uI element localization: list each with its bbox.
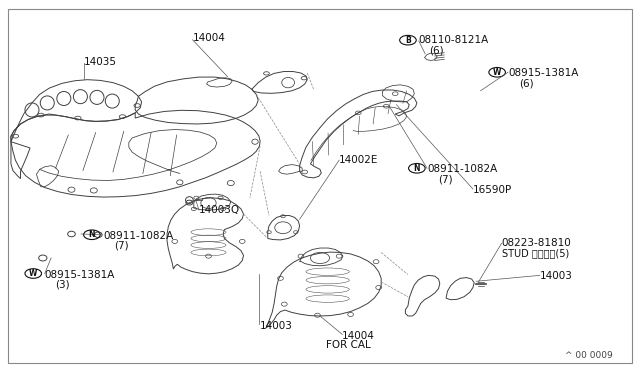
Text: 08223-81810: 08223-81810 xyxy=(502,238,572,248)
Text: (7): (7) xyxy=(114,241,129,251)
Text: FOR CAL: FOR CAL xyxy=(326,340,371,350)
Text: 08915-1381A: 08915-1381A xyxy=(508,68,579,78)
Text: W: W xyxy=(29,269,37,278)
Text: 16590P: 16590P xyxy=(473,185,512,195)
Text: 14004: 14004 xyxy=(342,331,375,340)
Text: (6): (6) xyxy=(519,78,533,89)
Text: 08110-8121A: 08110-8121A xyxy=(419,35,489,45)
Text: (3): (3) xyxy=(56,280,70,289)
Text: 14004: 14004 xyxy=(193,33,225,43)
Text: 08911-1082A: 08911-1082A xyxy=(427,164,497,174)
Text: STUD スタッド(5): STUD スタッド(5) xyxy=(502,248,569,258)
Text: N: N xyxy=(413,164,420,173)
Text: W: W xyxy=(493,68,501,77)
Text: (6): (6) xyxy=(429,45,444,55)
Text: 14035: 14035 xyxy=(84,57,117,67)
Text: (7): (7) xyxy=(438,174,452,185)
Text: 14002E: 14002E xyxy=(339,155,378,165)
Text: 08915-1381A: 08915-1381A xyxy=(45,270,115,280)
Text: ^ 00 0009: ^ 00 0009 xyxy=(565,350,613,359)
Text: 08911-1082A: 08911-1082A xyxy=(103,231,173,241)
Text: N: N xyxy=(88,230,95,239)
Text: B: B xyxy=(405,36,411,45)
Text: 14003Q: 14003Q xyxy=(199,205,240,215)
Text: 14003: 14003 xyxy=(259,321,292,331)
Text: 14003: 14003 xyxy=(540,272,573,282)
